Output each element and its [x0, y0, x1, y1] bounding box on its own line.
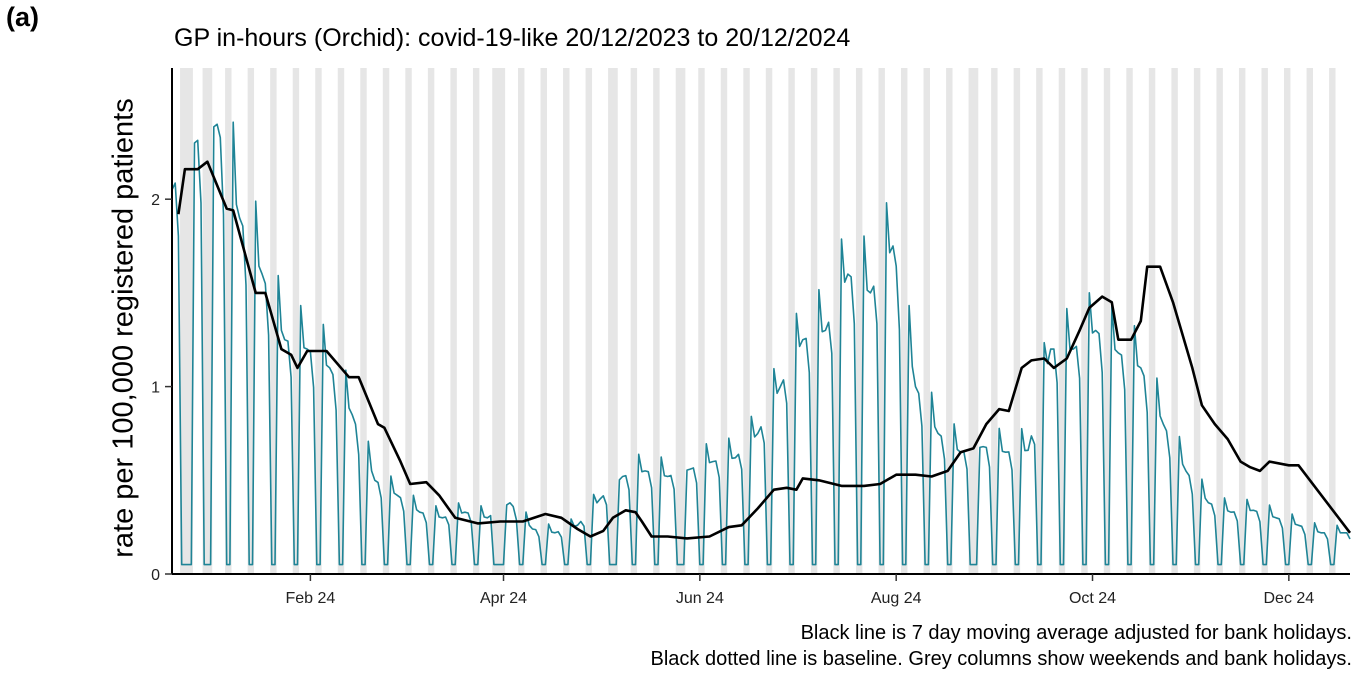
grey-column [675, 68, 686, 574]
moving-average-line [177, 160, 1352, 540]
grey-column [1284, 68, 1291, 574]
grey-column [360, 68, 367, 574]
x-tick-label: Aug 24 [871, 590, 922, 607]
grey-column [405, 68, 412, 574]
grey-column [1193, 68, 1201, 574]
grey-column [901, 68, 908, 574]
grey-column [765, 68, 773, 574]
grey-column [968, 68, 979, 574]
grey-columns [180, 68, 1336, 574]
grey-column [202, 68, 213, 574]
grey-column [1103, 68, 1111, 574]
grey-column [563, 68, 570, 574]
daily-series [171, 121, 1351, 566]
grey-column [382, 68, 390, 574]
grey-column [1013, 68, 1021, 574]
daily-rate-line [171, 121, 1351, 566]
grey-column [1306, 68, 1313, 574]
grey-column [1148, 68, 1156, 574]
grey-column [923, 68, 930, 574]
grey-column [720, 68, 728, 574]
grey-column [1126, 68, 1133, 574]
x-tick-label: Feb 24 [285, 590, 335, 607]
grey-column [608, 68, 618, 574]
grey-column [833, 68, 840, 574]
y-tick-label: 1 [151, 380, 160, 397]
grey-column [427, 68, 435, 574]
grey-column [743, 68, 750, 574]
moving-average-series [177, 160, 1352, 540]
grey-column [450, 68, 457, 574]
grey-column [1329, 68, 1336, 574]
grey-column [855, 68, 863, 574]
grey-column [788, 68, 795, 574]
grey-column [1216, 68, 1223, 574]
x-tick-label: Dec 24 [1263, 590, 1314, 607]
grey-column [1238, 68, 1246, 574]
y-tick-label: 2 [151, 192, 160, 209]
footnote-baseline-columns: Black dotted line is baseline. Grey colu… [650, 648, 1352, 670]
grey-column [315, 68, 322, 574]
grey-column [472, 68, 480, 574]
grey-column [492, 68, 506, 574]
grey-column [1036, 68, 1043, 574]
grey-column [247, 68, 255, 574]
grey-column [946, 68, 953, 574]
x-tick-label: Jun 24 [676, 590, 724, 607]
axes [171, 68, 1350, 575]
footnote-moving-average: Black line is 7 day moving average adjus… [800, 622, 1352, 644]
y-tick-label: 0 [151, 567, 160, 584]
grey-column [630, 68, 638, 574]
grey-column [810, 68, 818, 574]
grey-column [180, 68, 193, 574]
grey-column [1261, 68, 1268, 574]
panel-label: (a) [6, 2, 39, 32]
grey-column [585, 68, 593, 574]
x-tick-label: Apr 24 [480, 590, 527, 607]
grey-column [991, 68, 998, 574]
x-tick-label: Oct 24 [1069, 590, 1116, 607]
grey-column [517, 68, 525, 574]
grey-column [225, 68, 232, 574]
chart-title: GP in-hours (Orchid): covid-19-like 20/1… [174, 24, 851, 52]
y-axis-ticks: 0 1 2 [151, 192, 172, 584]
grey-column [1171, 68, 1178, 574]
grey-column [878, 68, 885, 574]
grey-column [1058, 68, 1066, 574]
grey-column [540, 68, 547, 574]
grey-column [337, 68, 345, 574]
grey-column [653, 68, 660, 574]
x-axis-ticks: Feb 24 Apr 24 Jun 24 Aug 24 Oct 24 Dec 24 [285, 574, 1314, 607]
grey-column [292, 68, 300, 574]
grey-column [698, 68, 705, 574]
